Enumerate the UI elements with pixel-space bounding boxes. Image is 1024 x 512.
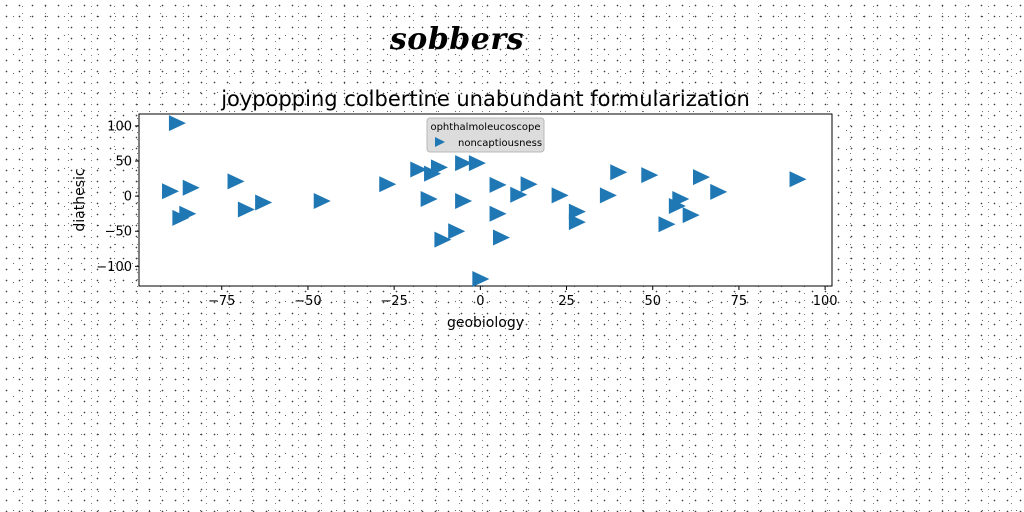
scatter-point [434, 231, 452, 248]
scatter-point [313, 193, 331, 210]
scatter-point [420, 190, 438, 207]
scatter-point [162, 183, 180, 200]
scatter-point [568, 203, 586, 220]
scatter-point [448, 223, 466, 240]
scatter-point [179, 205, 197, 222]
chart-title: joypopping colbertine unabundant formula… [220, 87, 750, 111]
legend-title: ophthalmoleucoscope [430, 122, 540, 133]
x-tick-label: −25 [380, 294, 407, 309]
x-tick-label: 25 [558, 294, 575, 309]
scatter-point [455, 193, 473, 210]
scatter-point [379, 176, 397, 193]
scatter-point [682, 207, 700, 224]
y-axis: 100 50 0 −50 −100 [96, 119, 139, 275]
scatter-point [468, 155, 486, 172]
scatter-point [489, 205, 507, 222]
scatter-point [489, 176, 507, 193]
scatter-point [710, 183, 728, 200]
y-tick-label: 100 [107, 119, 132, 134]
scatter-point [168, 115, 186, 132]
scatter-point [610, 164, 628, 181]
scatter-point [599, 187, 617, 204]
scatter-point [672, 190, 690, 207]
scatter-point [237, 201, 255, 218]
legend: ophthalmoleucoscope noncaptiousness [426, 117, 545, 153]
x-tick-label: 0 [476, 294, 484, 309]
y-axis-label: diathesic [72, 168, 88, 231]
scatter-point [410, 161, 428, 178]
scatter-point [493, 229, 511, 246]
scatter-point [551, 187, 569, 204]
x-axis-label: geobiology [447, 315, 524, 331]
scatter-point [510, 186, 528, 203]
y-tick-label: 0 [124, 190, 132, 205]
legend-entry-label: noncaptiousness [458, 138, 542, 149]
legend-marker [435, 137, 445, 147]
scatter-point [568, 214, 586, 231]
legend-box [426, 117, 545, 153]
x-tick-label: 50 [644, 294, 661, 309]
scatter-point [692, 169, 710, 186]
scatter-point [789, 171, 807, 188]
scatter-point [255, 194, 273, 211]
x-tick-label: −50 [294, 294, 321, 309]
x-axis: −75 −50 −25 0 25 50 75 100 [208, 286, 838, 309]
scatter-point [455, 155, 473, 172]
points-layer [162, 115, 807, 287]
x-tick-label: 75 [731, 294, 748, 309]
y-tick-label: −50 [105, 225, 132, 240]
figure-suptitle: sobbers [389, 22, 525, 57]
scatter-point [182, 179, 200, 196]
scatter-point [520, 176, 538, 193]
scatter-point [430, 159, 448, 176]
scatter-point [658, 216, 676, 233]
x-tick-label: 100 [813, 294, 838, 309]
scatter-point [227, 173, 245, 190]
y-tick-label: 50 [115, 155, 132, 170]
y-tick-label: −100 [96, 260, 132, 275]
x-tick-label: −75 [208, 294, 235, 309]
scatter-point [472, 270, 490, 287]
scatter-point [641, 167, 659, 184]
